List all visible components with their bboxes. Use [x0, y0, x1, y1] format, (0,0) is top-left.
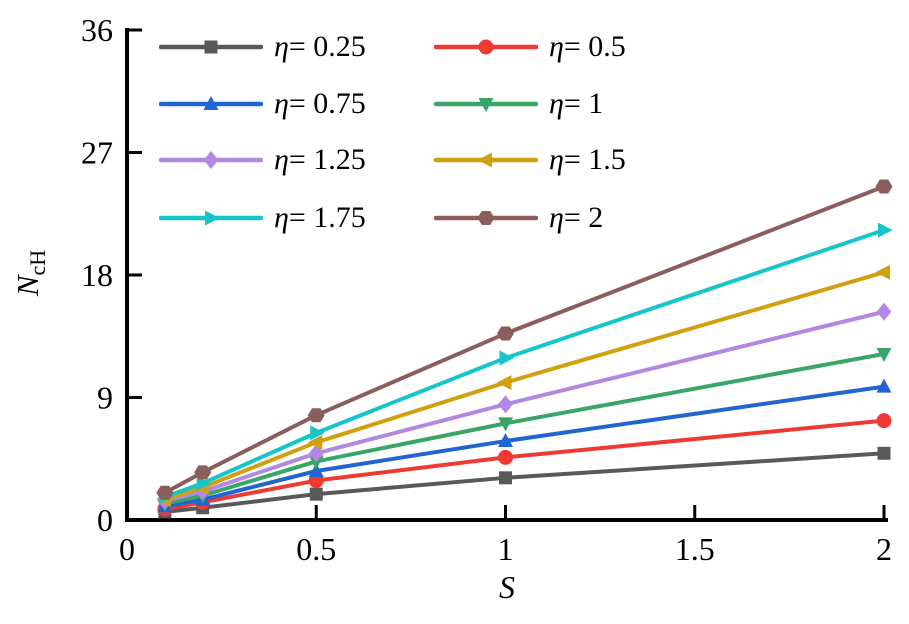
legend-item-6: η= 1.75	[159, 200, 366, 236]
y-axis-title-subscript: cH	[25, 249, 51, 276]
series-line-1	[162, 418, 886, 512]
series-2-point-3	[498, 433, 513, 448]
series-line-5	[162, 270, 886, 502]
series-7-point-0	[156, 485, 174, 500]
legend-label-value: = 1	[563, 87, 604, 120]
series-1-point-3	[498, 449, 513, 465]
eta-symbol: η	[274, 30, 289, 63]
series-0-point-2	[309, 487, 323, 501]
x-tick-label: 2	[876, 531, 892, 567]
axis-frame	[125, 28, 888, 522]
diamond-marker-icon	[203, 151, 219, 169]
legend-key-6	[159, 210, 263, 226]
legend-item-4: η= 1.25	[159, 142, 366, 178]
legend-label-value: = 1.75	[288, 201, 366, 234]
series-4-point-2	[308, 444, 324, 463]
legend-label-7: η= 2	[549, 203, 603, 233]
legend-label-value: = 0.75	[288, 87, 366, 120]
series-7-point-1	[194, 465, 212, 480]
series-0-point-4	[877, 446, 891, 460]
series-2-point-4	[876, 378, 892, 393]
legend-item-7: η= 2	[434, 200, 603, 236]
legend-item-3: η= 1	[434, 86, 603, 122]
y-axis-title-base: N	[10, 275, 45, 297]
series-5-point-2	[307, 434, 323, 450]
legend-key-1	[434, 39, 538, 55]
legend-label-value: = 0.5	[563, 30, 626, 63]
legend-key-5	[434, 152, 538, 168]
y-tick-label: 0	[97, 502, 113, 538]
series-2-point-2	[308, 463, 324, 477]
x-tick-label: 1	[498, 531, 514, 567]
eta-symbol: η	[549, 87, 564, 120]
legend-label-5: η= 1.5	[549, 145, 626, 175]
y-tick-label: 18	[81, 257, 113, 293]
triangle-right-marker-icon	[205, 210, 220, 226]
series-6-point-2	[310, 425, 325, 441]
series-1-point-4	[876, 413, 892, 429]
legend-label-value: = 0.25	[288, 30, 366, 63]
legend-label-0: η= 0.25	[274, 32, 366, 62]
triangle-up-marker-icon	[203, 96, 219, 110]
legend-key-2	[159, 96, 263, 110]
square-marker-icon	[204, 40, 218, 54]
legend-item-1: η= 0.5	[434, 29, 626, 65]
series-6-point-1	[196, 475, 212, 491]
legend-item-5: η= 1.5	[434, 142, 626, 178]
legend-label-value: = 1.5	[563, 143, 626, 176]
x-tick-label: 1.5	[675, 531, 715, 567]
legend-label-value: = 1.25	[288, 143, 366, 176]
series-7-point-3	[497, 326, 514, 341]
y-tick-label: 27	[81, 135, 113, 171]
legend-label-value: = 2	[563, 201, 604, 234]
eta-symbol: η	[549, 143, 564, 176]
series-4-point-4	[876, 302, 892, 321]
series-5-point-4	[875, 264, 890, 280]
circle-marker-icon	[478, 39, 494, 55]
legend-key-0	[159, 40, 263, 54]
eta-symbol: η	[274, 201, 289, 234]
legend-item-2: η= 0.75	[159, 86, 366, 122]
legend-label-1: η= 0.5	[549, 32, 626, 62]
series-3-point-3	[498, 417, 513, 432]
series-6-point-3	[499, 350, 514, 366]
x-tick-label: 0	[119, 531, 135, 567]
eta-symbol: η	[274, 143, 289, 176]
eta-symbol: η	[549, 201, 564, 234]
legend-key-3	[434, 98, 538, 112]
eta-symbol: η	[549, 30, 564, 63]
series-7-point-2	[307, 408, 325, 423]
series-3-point-4	[876, 347, 892, 362]
x-axis-title: S	[499, 569, 515, 605]
y-tick-label: 9	[97, 380, 113, 416]
legend-key-7	[434, 211, 538, 225]
hexagon-marker-icon	[477, 211, 495, 225]
series-7-point-4	[875, 179, 893, 194]
y-tick-label: 36	[81, 12, 113, 48]
triangle-left-marker-icon	[477, 152, 492, 168]
y-axis-title: NcH	[7, 188, 51, 358]
legend-label-3: η= 1	[549, 89, 603, 119]
series-5-point-3	[497, 375, 512, 391]
triangle-down-marker-icon	[478, 98, 494, 112]
series-3-point-2	[308, 455, 324, 470]
eta-symbol: η	[274, 87, 289, 120]
series-4-point-3	[498, 395, 513, 414]
legend-label-2: η= 0.75	[274, 89, 366, 119]
legend-item-0: η= 0.25	[159, 29, 366, 65]
series-6-point-4	[878, 222, 893, 238]
x-tick-label: 0.5	[296, 531, 336, 567]
series-0-point-3	[499, 471, 512, 485]
legend-label-4: η= 1.25	[274, 145, 366, 175]
legend-label-6: η= 1.75	[274, 203, 366, 233]
legend-key-4	[159, 151, 263, 169]
